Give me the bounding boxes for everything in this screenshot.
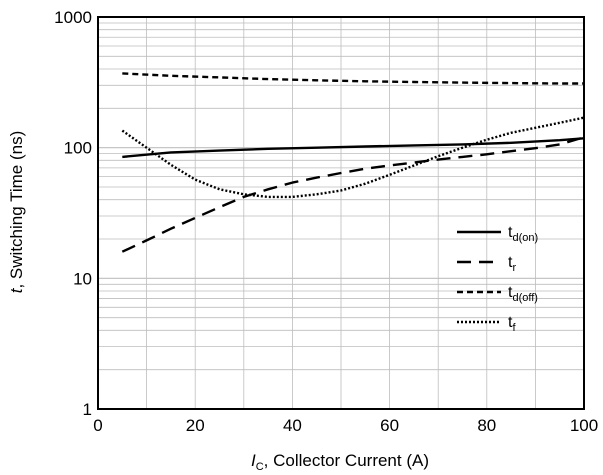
plot-frame: [97, 16, 585, 410]
y-axis-label-rest: , Switching Time (ns): [7, 131, 26, 289]
legend-label: td(on): [508, 224, 538, 244]
x-tick-label: 0: [93, 416, 102, 435]
y-tick-label: 1000: [54, 8, 92, 27]
legend-label-var: t: [508, 224, 513, 241]
y-tick-label: 10: [73, 269, 92, 288]
x-tick-label: 80: [477, 416, 496, 435]
y-tick-label: 100: [64, 139, 92, 158]
legend-label-sub: d(on): [512, 232, 538, 244]
series-line-t-r: [121, 136, 585, 253]
y-tick-label: 1: [83, 400, 92, 419]
x-tick-labels: 0 20 40 60 80 100: [93, 416, 598, 435]
y-axis-label-var: t: [7, 287, 26, 293]
x-axis-label: IC, Collector Current (A): [251, 451, 429, 473]
x-axis-label-sub: C: [256, 461, 264, 473]
y-axis-label: t, Switching Time (ns): [7, 131, 26, 294]
series-group: [121, 72, 585, 253]
legend-label-sub: d(off): [512, 292, 537, 304]
series-line-t-doff: [122, 72, 584, 85]
grid: [97, 16, 585, 410]
legend-label-var: t: [508, 284, 513, 301]
x-axis-label-rest: , Collector Current (A): [264, 451, 429, 470]
x-tick-label: 100: [570, 416, 598, 435]
legend-label: td(off): [508, 284, 538, 304]
x-tick-label: 60: [380, 416, 399, 435]
legend-label: tf: [508, 314, 516, 334]
series-line-t-f: [121, 116, 585, 199]
x-axis-label-var: I: [251, 451, 256, 470]
y-tick-labels: 1 10 100 1000: [54, 8, 92, 419]
x-tick-label: 20: [186, 416, 205, 435]
x-tick-label: 40: [283, 416, 302, 435]
legend-label-sub: r: [512, 262, 516, 274]
legend-label: tr: [508, 254, 516, 274]
legend-label-var: t: [508, 314, 513, 331]
legend-label-sub: f: [512, 322, 516, 334]
legend-label-var: t: [508, 254, 513, 271]
series-line-t-don: [122, 137, 585, 159]
